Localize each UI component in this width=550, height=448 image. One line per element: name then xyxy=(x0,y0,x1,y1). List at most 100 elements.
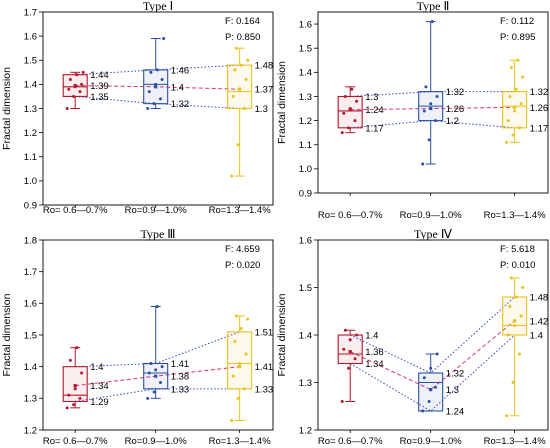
data-point xyxy=(517,352,521,356)
data-point xyxy=(348,338,352,342)
data-point xyxy=(75,346,79,350)
box-3: 1.32 1.26 1.17 xyxy=(502,58,549,144)
box-value-label: 1.39 xyxy=(90,81,109,92)
data-point xyxy=(435,352,439,356)
y-axis-label: Fractal dimension xyxy=(276,61,288,144)
data-point xyxy=(149,70,153,74)
y-tick-label: 1.3 xyxy=(299,378,312,389)
data-point xyxy=(233,339,237,343)
chart-panel-4: Type Ⅳ 1.2 1.3 1.4 1.5 1.6 Fractal dimension Ro… xyxy=(276,227,549,447)
data-point xyxy=(80,371,84,375)
data-point xyxy=(508,305,512,308)
data-point xyxy=(353,119,357,123)
x-category-label: Ro=1.3—1.4% xyxy=(209,205,272,216)
y-tick-label: 0.9 xyxy=(299,188,312,199)
iqr-box xyxy=(337,95,363,129)
y-tick-label: 1.2 xyxy=(299,425,312,436)
box-value-label: 1.38 xyxy=(171,372,190,383)
data-point xyxy=(434,385,437,389)
data-point xyxy=(343,94,347,98)
data-point xyxy=(236,396,240,400)
data-point xyxy=(511,133,515,137)
box-value-label: 1.48 xyxy=(255,61,274,72)
data-point xyxy=(155,68,159,72)
data-point xyxy=(160,78,164,82)
data-point xyxy=(342,347,346,351)
chart-panel-3: Type Ⅲ 1.2 1.3 1.4 1.5 1.6 1.7 1.8 Fractal dimen… xyxy=(1,227,274,447)
box-value-label: 1.4 xyxy=(90,362,103,373)
box-value-label: 1.26 xyxy=(530,103,549,114)
box-value-label: 1.41 xyxy=(171,359,190,370)
data-point xyxy=(355,99,359,103)
chart-title: Type Ⅳ xyxy=(414,227,452,241)
y-tick-label: 1.0 xyxy=(24,176,37,187)
box-value-label: 1.37 xyxy=(255,85,274,96)
data-point xyxy=(147,371,151,375)
plot-frame xyxy=(317,11,549,194)
data-point xyxy=(355,333,359,337)
y-tick-label: 1.4 xyxy=(299,330,312,341)
data-point xyxy=(427,138,431,142)
data-point xyxy=(421,162,425,166)
iqr-box xyxy=(227,64,253,110)
x-category-label: Ro= 0.6—0.7% xyxy=(43,436,108,447)
data-point xyxy=(422,109,426,113)
data-point xyxy=(347,126,351,130)
mean-trend-line xyxy=(349,320,515,391)
y-tick-label: 1.2 xyxy=(299,116,312,127)
data-point xyxy=(350,87,354,91)
data-point xyxy=(521,286,525,289)
data-point xyxy=(429,102,433,106)
data-point xyxy=(244,78,248,82)
box-1: 1.4 1.34 1.29 xyxy=(62,346,109,410)
box-value-label: 1.32 xyxy=(530,87,549,98)
box-1: 1.4 1.361.34 xyxy=(337,328,384,403)
data-point xyxy=(234,314,238,318)
data-point xyxy=(519,102,523,106)
data-point xyxy=(81,70,85,74)
mean-marker xyxy=(73,384,77,388)
data-point xyxy=(348,107,352,111)
y-tick-label: 1.6 xyxy=(24,31,37,42)
data-point xyxy=(160,365,164,369)
data-point xyxy=(517,126,521,130)
y-tick-label: 1.2 xyxy=(24,425,37,436)
data-point xyxy=(72,403,76,407)
data-point xyxy=(509,276,513,280)
data-point xyxy=(516,58,520,62)
y-tick-label: 1.4 xyxy=(24,362,37,373)
box-value-label: 1.32 xyxy=(171,99,190,110)
data-point xyxy=(347,366,351,370)
data-point xyxy=(430,20,434,24)
x-category-label: Ro=0.9—1.0% xyxy=(400,436,463,447)
data-point xyxy=(505,414,509,418)
box-value-label: 1.4 xyxy=(171,82,184,93)
mean-marker xyxy=(429,106,433,111)
chart-panel-2: Type Ⅱ 0.9 1.0 1.1 1.2 1.3 1.4 1.5 1.6 Fractal di… xyxy=(276,0,549,221)
box-value-label: 1.29 xyxy=(90,397,109,408)
stat-p-value: P: 0.010 xyxy=(500,260,535,271)
box-value-label: 1.36 xyxy=(365,347,384,358)
data-point xyxy=(154,82,158,86)
chart-panel-1: Type Ⅰ 0.9 1.0 1.1 1.2 1.3 1.4 1.5 1.6 1.7 Fractal… xyxy=(1,0,274,216)
data-point xyxy=(238,87,242,91)
data-point xyxy=(230,419,234,422)
data-point xyxy=(239,63,243,67)
box-value-label: 1.3 xyxy=(365,92,378,103)
data-point xyxy=(154,368,158,372)
chart-title: Type Ⅱ xyxy=(417,0,450,13)
iqr-box xyxy=(143,362,169,390)
y-axis-label: Fractal dimension xyxy=(1,67,13,150)
box-2: 1.32 1.3 1.24 xyxy=(418,352,464,418)
box-value-label: 1.26 xyxy=(446,104,465,115)
chart-title: Type Ⅲ xyxy=(140,227,175,241)
data-point xyxy=(236,143,240,147)
data-point xyxy=(65,107,69,110)
data-point xyxy=(514,295,518,299)
data-point xyxy=(149,362,153,365)
y-tick-label: 1.6 xyxy=(299,235,312,246)
data-point xyxy=(80,82,84,86)
data-point xyxy=(506,333,510,337)
box-value-label: 1.46 xyxy=(171,65,190,76)
